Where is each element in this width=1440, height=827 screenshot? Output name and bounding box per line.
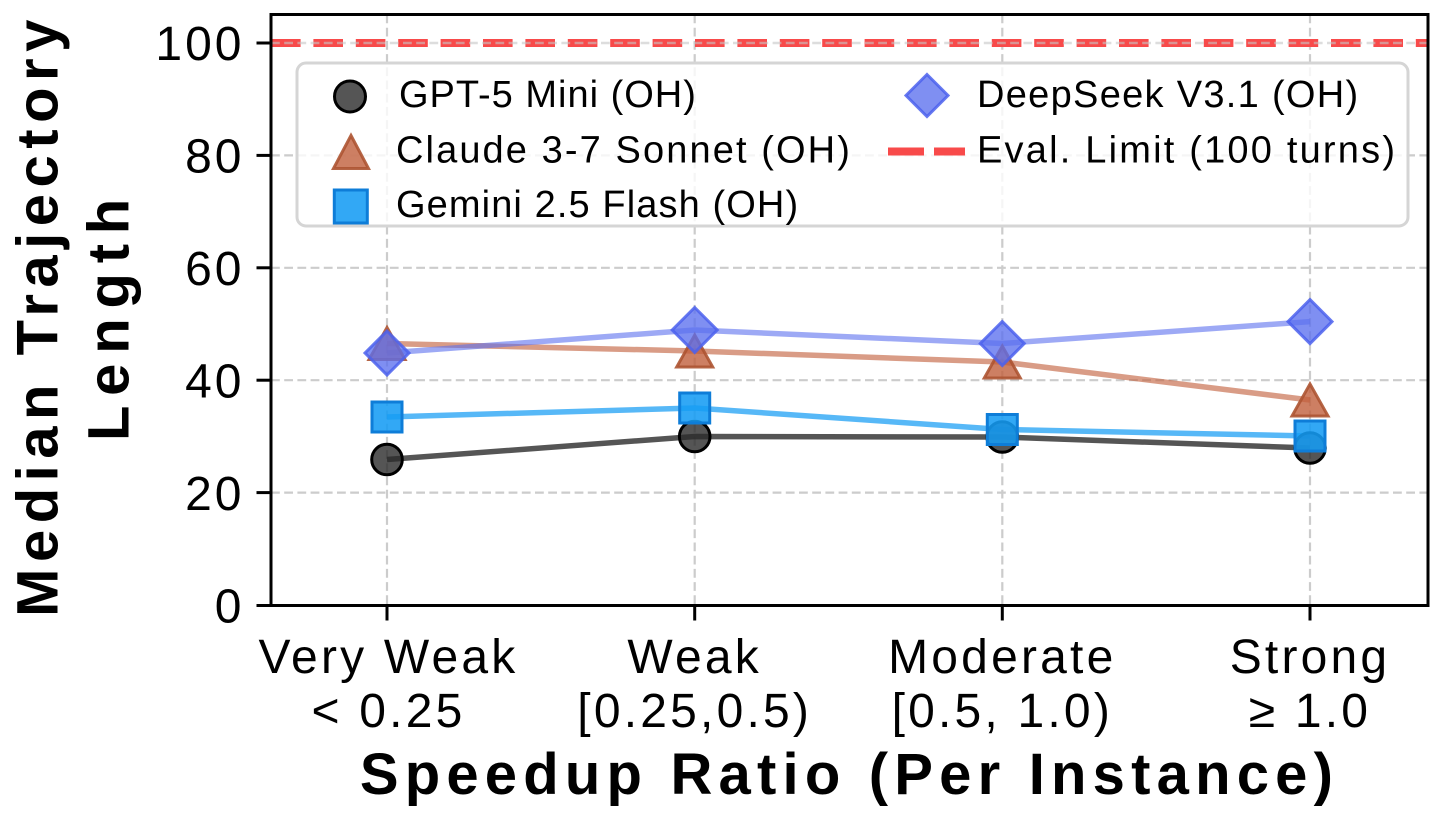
svg-text:100: 100 — [155, 18, 244, 71]
svg-text:DeepSeek V3.1 (OH): DeepSeek V3.1 (OH) — [977, 74, 1359, 116]
svg-text:Claude 3-7 Sonnet (OH): Claude 3-7 Sonnet (OH) — [396, 130, 852, 172]
svg-text:0: 0 — [215, 581, 245, 634]
svg-text:20: 20 — [185, 468, 244, 521]
svg-text:≥ 1.0: ≥ 1.0 — [1249, 685, 1371, 738]
svg-text:Length: Length — [77, 189, 142, 441]
svg-text:40: 40 — [185, 356, 244, 409]
svg-text:Strong: Strong — [1230, 631, 1391, 684]
svg-text:Gemini 2.5 Flash (OH): Gemini 2.5 Flash (OH) — [396, 184, 799, 226]
svg-text:[0.25,0.5): [0.25,0.5) — [577, 685, 812, 738]
svg-text:Moderate: Moderate — [888, 631, 1116, 684]
svg-text:Speedup Ratio (Per Instance): Speedup Ratio (Per Instance) — [360, 742, 1339, 807]
svg-text:[0.5, 1.0): [0.5, 1.0) — [892, 685, 1113, 738]
svg-text:80: 80 — [185, 131, 244, 184]
svg-text:GPT-5 Mini (OH): GPT-5 Mini (OH) — [399, 74, 697, 116]
svg-text:Median Trajectory: Median Trajectory — [6, 13, 71, 617]
svg-text:Weak: Weak — [627, 631, 762, 684]
svg-text:< 0.25: < 0.25 — [312, 685, 466, 738]
svg-text:Eval. Limit (100 turns): Eval. Limit (100 turns) — [977, 130, 1397, 172]
svg-text:Very Weak: Very Weak — [258, 631, 518, 684]
svg-text:60: 60 — [185, 243, 244, 296]
